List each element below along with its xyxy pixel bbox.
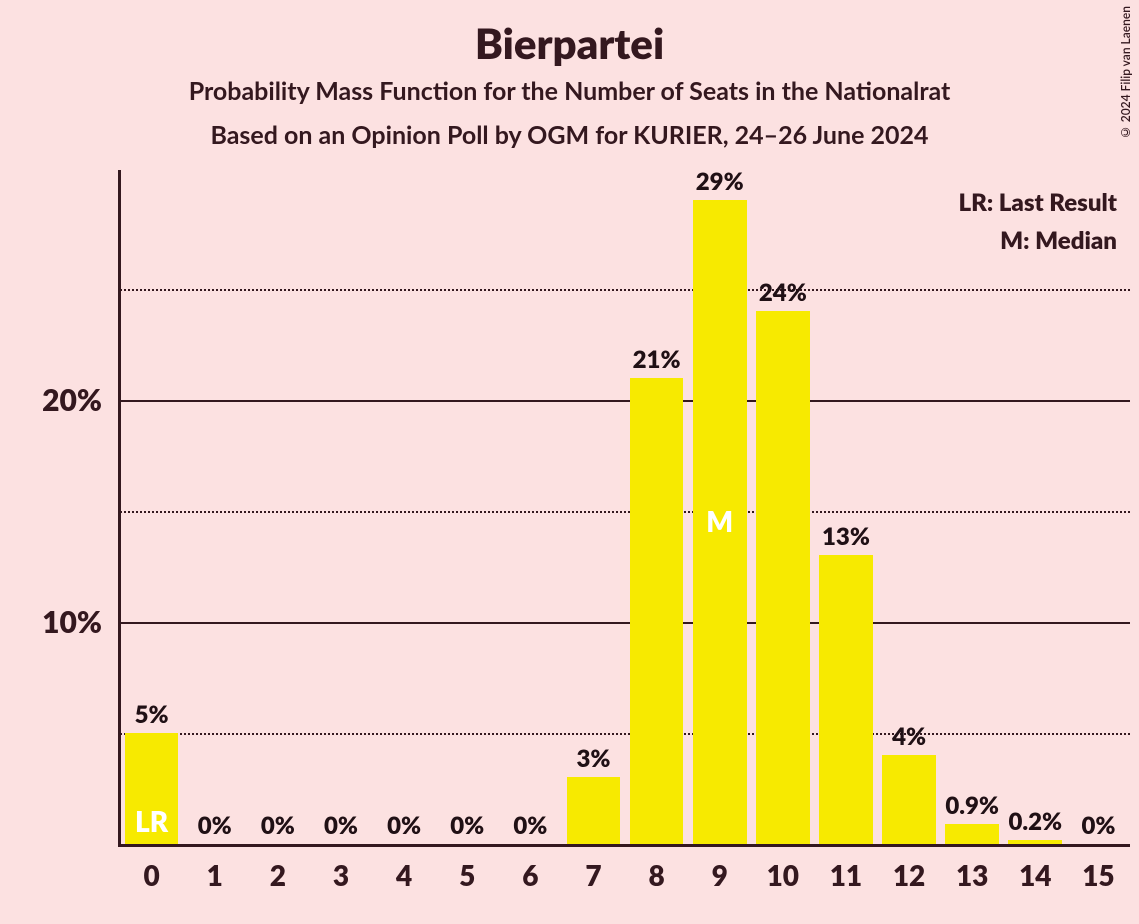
x-tick-label: 8	[625, 858, 688, 892]
bar-value-label: 0%	[373, 811, 436, 840]
chart-subtitle-1: Probability Mass Function for the Number…	[0, 76, 1139, 106]
x-tick-label: 4	[373, 858, 436, 892]
x-tick-label: 5	[436, 858, 499, 892]
bar-value-label: 29%	[688, 167, 751, 196]
bar	[756, 311, 810, 844]
bar	[819, 555, 873, 844]
chart-plot-area: 5%LR0%0%0%0%0%0%3%21%29%M24%13%4%0.9%0.2…	[120, 178, 1130, 844]
bar-value-label: 4%	[878, 722, 941, 751]
legend-lr: LR: Last Result	[959, 188, 1117, 217]
bar	[882, 755, 936, 844]
bar-value-label: 0.9%	[941, 791, 1004, 820]
chart-subtitle-2: Based on an Opinion Poll by OGM for KURI…	[0, 120, 1139, 150]
bar-value-label: 21%	[625, 345, 688, 374]
x-tick-label: 12	[878, 858, 941, 892]
bar-value-label: 24%	[751, 278, 814, 307]
bar-value-label: 0%	[246, 811, 309, 840]
gridline-dotted	[120, 289, 1130, 291]
bar	[945, 824, 999, 844]
bar-value-label: 0%	[436, 811, 499, 840]
bar-marker-median: M	[688, 504, 751, 538]
bar	[567, 777, 621, 844]
x-tick-label: 7	[562, 858, 625, 892]
bar-value-label: 0.2%	[1004, 807, 1067, 836]
x-tick-label: 15	[1067, 858, 1130, 892]
bar	[1008, 840, 1062, 844]
bar-value-label: 0%	[183, 811, 246, 840]
copyright-text: © 2024 Filip van Laenen	[1118, 6, 1133, 140]
bar-value-label: 13%	[814, 522, 877, 551]
legend-median: M: Median	[1000, 226, 1117, 255]
bar-value-label: 0%	[309, 811, 372, 840]
gridline-dotted	[120, 733, 1130, 735]
x-axis	[118, 844, 1130, 847]
x-tick-label: 14	[1004, 858, 1067, 892]
x-tick-label: 9	[688, 858, 751, 892]
x-tick-label: 13	[941, 858, 1004, 892]
bar-value-label: 3%	[562, 744, 625, 773]
x-tick-label: 11	[814, 858, 877, 892]
bar-marker-lr: LR	[120, 804, 183, 838]
x-tick-label: 1	[183, 858, 246, 892]
gridline-dotted	[120, 511, 1130, 513]
y-tick-label: 10%	[0, 604, 102, 640]
bar-value-label: 0%	[1067, 811, 1130, 840]
gridline-solid	[120, 622, 1130, 624]
chart-title: Bierpartei	[0, 18, 1139, 68]
x-tick-label: 2	[246, 858, 309, 892]
bar	[630, 378, 684, 844]
gridline-solid	[120, 400, 1130, 402]
x-tick-label: 10	[751, 858, 814, 892]
x-tick-label: 3	[309, 858, 372, 892]
y-axis	[118, 170, 121, 844]
x-tick-label: 0	[120, 858, 183, 892]
bar-value-label: 5%	[120, 700, 183, 729]
y-tick-label: 20%	[0, 382, 102, 418]
x-tick-label: 6	[499, 858, 562, 892]
bar-value-label: 0%	[499, 811, 562, 840]
